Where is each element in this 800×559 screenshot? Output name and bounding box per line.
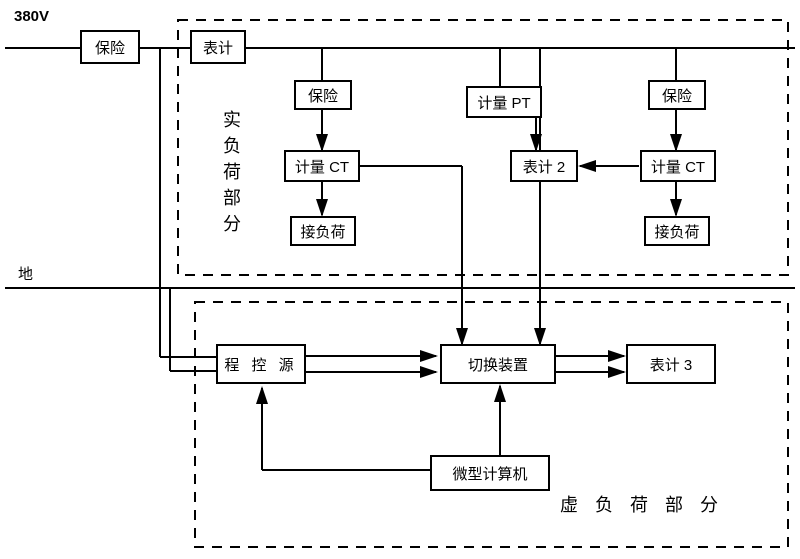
real-load-section-label: 实负荷部分 xyxy=(222,110,240,240)
node-meter-3: 表计 3 xyxy=(626,344,716,384)
node-pt: 计量 PT xyxy=(466,86,542,118)
node-fuse-3: 保险 xyxy=(648,80,706,110)
node-prog-source: 程 控 源 xyxy=(216,344,306,384)
node-fuse-1: 保险 xyxy=(80,30,140,64)
ground-label: 地 xyxy=(18,266,33,284)
node-switch-device: 切换装置 xyxy=(440,344,556,384)
virtual-load-section-label: 虚 负 荷 部 分 xyxy=(560,495,724,517)
node-ct-2: 计量 CT xyxy=(640,150,716,182)
node-load-1: 接负荷 xyxy=(290,216,356,246)
node-meter-2: 表计 2 xyxy=(510,150,578,182)
voltage-label: 380V xyxy=(14,8,49,26)
node-ct-1: 计量 CT xyxy=(284,150,360,182)
node-microcomputer: 微型计算机 xyxy=(430,455,550,491)
node-fuse-2: 保险 xyxy=(294,80,352,110)
node-meter-1: 表计 xyxy=(190,30,246,64)
node-load-2: 接负荷 xyxy=(644,216,710,246)
